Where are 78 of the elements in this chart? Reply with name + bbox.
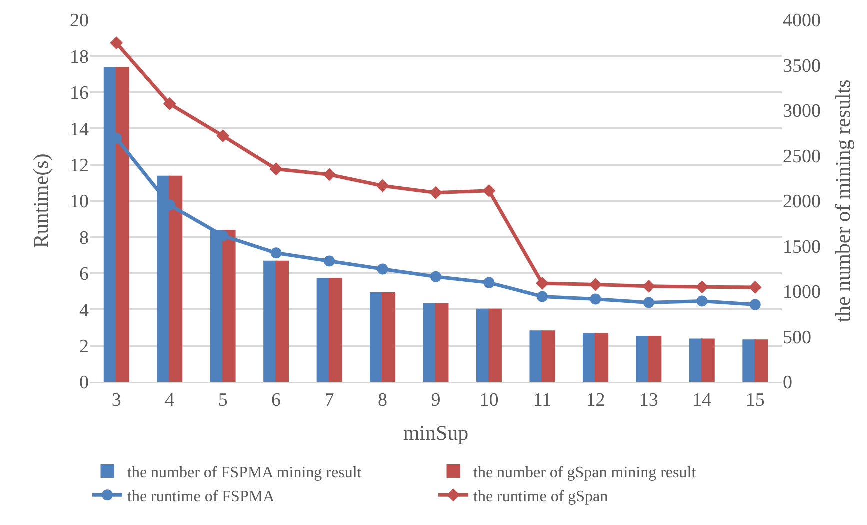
y2-tick-label: 0 (783, 372, 792, 394)
x-tick-label: 3 (112, 390, 122, 411)
y-tick-label: 14 (70, 119, 90, 140)
point (110, 36, 124, 50)
y2-tick-label: 4000 (783, 10, 821, 32)
bar (689, 338, 703, 382)
y-tick-label: 12 (70, 155, 89, 176)
x-tick-label: 11 (533, 390, 552, 411)
x-tick-label: 15 (746, 390, 765, 411)
y-tick-label: 6 (80, 264, 89, 286)
point (536, 291, 548, 302)
bar (435, 303, 449, 382)
y-tick-label: 0 (80, 372, 89, 394)
y2-tick-label: 500 (783, 327, 812, 348)
y-tick-label: 20 (70, 10, 89, 32)
bar (488, 308, 502, 382)
x-tick-label: 5 (218, 390, 228, 411)
point (590, 294, 602, 305)
point (482, 184, 496, 198)
x-tick-label: 14 (692, 390, 712, 411)
y-tick-label: 8 (80, 228, 89, 249)
bar (542, 330, 556, 382)
x-tick-label: 10 (480, 390, 499, 411)
y-tick-label: 16 (70, 83, 89, 104)
bar (382, 292, 396, 382)
bar (116, 67, 130, 382)
point (696, 280, 709, 294)
y2-tick-label: 3000 (783, 101, 821, 122)
bar (648, 336, 662, 382)
point (430, 186, 442, 200)
x-tick-label: 8 (378, 390, 388, 411)
legend-label: the runtime of gSpan (474, 488, 608, 506)
y-tick-label: 10 (70, 192, 89, 213)
y2-tick-label: 2500 (783, 146, 821, 168)
point (377, 264, 388, 275)
y-tick-label: 18 (70, 46, 89, 68)
legend-label: the number of gSpan mining result (474, 464, 697, 482)
bar (276, 260, 290, 382)
point (484, 277, 495, 288)
x-tick-label: 13 (639, 390, 658, 411)
bar (222, 230, 236, 382)
y2-axis-title: the number of mining results (831, 80, 856, 322)
x-axis-title: minSup (403, 421, 469, 445)
bar (169, 176, 183, 382)
point (750, 299, 761, 310)
y2-tick-label: 2000 (783, 192, 821, 213)
bar (594, 333, 608, 382)
point (323, 168, 336, 182)
y-axis-title: Runtime(s) (29, 154, 54, 248)
point (376, 179, 390, 192)
point (589, 278, 602, 292)
point (270, 162, 283, 176)
bar (742, 340, 756, 382)
legend-label: the runtime of FSPMA (128, 488, 276, 506)
point (536, 277, 549, 290)
point (324, 256, 336, 267)
x-tick-label: 6 (272, 390, 282, 411)
point (642, 280, 656, 293)
point (270, 248, 282, 259)
y2-tick-label: 3500 (783, 56, 821, 77)
point (163, 97, 176, 110)
point (430, 271, 442, 282)
x-tick-label: 4 (165, 390, 176, 411)
point (748, 281, 762, 294)
bar (754, 340, 768, 382)
point (643, 297, 654, 308)
y2-tick-label: 1500 (783, 236, 821, 258)
point (216, 130, 230, 143)
legend-label: the number of FSPMA mining result (128, 464, 362, 482)
point (696, 296, 708, 307)
y-tick-label: 2 (80, 336, 89, 358)
bar (701, 338, 715, 382)
x-tick-label: 7 (324, 390, 334, 411)
bar (328, 278, 342, 382)
y2-tick-label: 1000 (783, 282, 821, 304)
x-tick-label: 9 (431, 390, 441, 411)
x-tick-label: 12 (586, 390, 606, 411)
y-tick-label: 4 (80, 300, 90, 322)
